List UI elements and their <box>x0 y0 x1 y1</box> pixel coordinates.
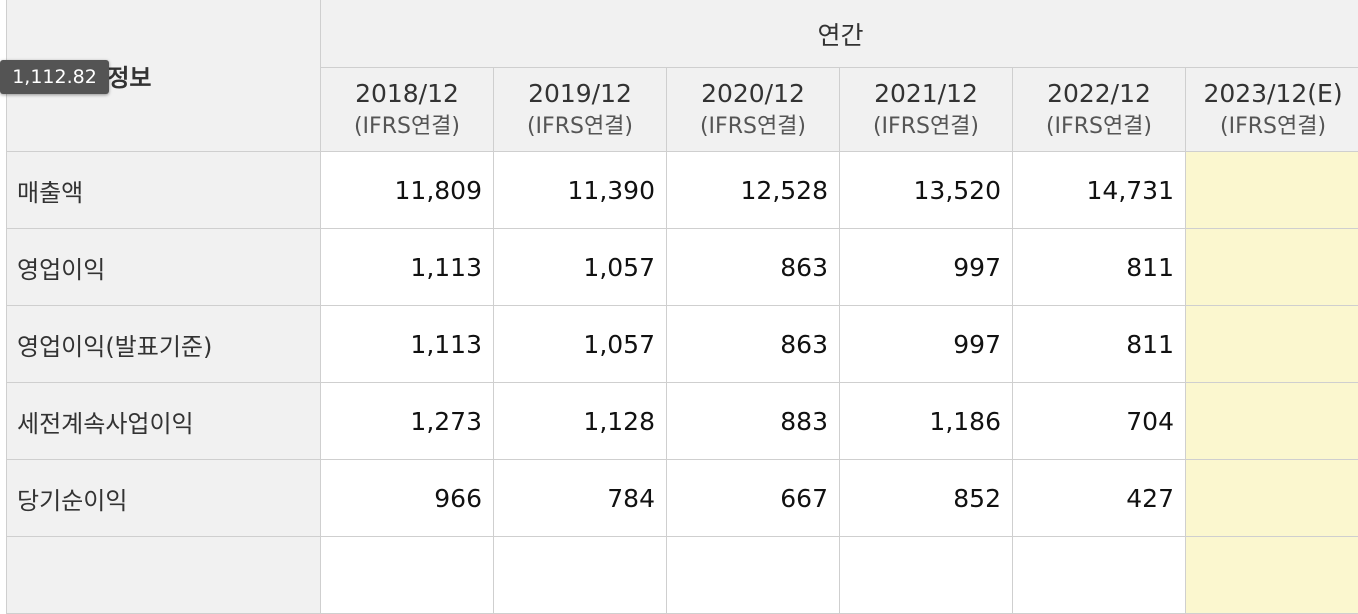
period-header: 2022/12(IFRS연결) <box>1013 68 1186 152</box>
table-row-partial <box>7 537 1358 614</box>
value-cell[interactable]: 12,528 <box>667 152 840 229</box>
estimate-cell <box>1186 537 1358 614</box>
value-cell[interactable]: 811 <box>1013 229 1186 306</box>
value-cell[interactable]: 427 <box>1013 460 1186 537</box>
estimate-cell <box>1186 152 1358 229</box>
table-row: 당기순이익 966 784 667 852 427 <box>7 460 1358 537</box>
value-cell[interactable]: 863 <box>667 229 840 306</box>
value-cell[interactable]: 1,113 <box>321 306 494 383</box>
estimate-cell <box>1186 229 1358 306</box>
financial-table: 주요재무정보 연간 2018/12(IFRS연결) 2019/12(IFRS연결… <box>6 0 1358 614</box>
value-cell[interactable]: 13,520 <box>840 152 1013 229</box>
value-tooltip: 1,112.82 <box>0 60 109 94</box>
period-header: 2020/12(IFRS연결) <box>667 68 840 152</box>
value-cell[interactable]: 811 <box>1013 306 1186 383</box>
estimate-cell <box>1186 306 1358 383</box>
period-header: 2018/12(IFRS연결) <box>321 68 494 152</box>
value-cell[interactable]: 1,128 <box>494 383 667 460</box>
estimate-cell <box>1186 383 1358 460</box>
annual-header: 연간 <box>321 0 1358 68</box>
value-cell[interactable]: 997 <box>840 306 1013 383</box>
value-cell[interactable]: 1,057 <box>494 229 667 306</box>
value-cell[interactable]: 997 <box>840 229 1013 306</box>
value-cell[interactable]: 852 <box>840 460 1013 537</box>
value-cell[interactable]: 14,731 <box>1013 152 1186 229</box>
table-row: 매출액 11,809 11,390 12,528 13,520 14,731 <box>7 152 1358 229</box>
row-label: 매출액 <box>7 152 321 229</box>
value-cell[interactable]: 883 <box>667 383 840 460</box>
value-cell <box>321 537 494 614</box>
value-cell[interactable]: 1,273 <box>321 383 494 460</box>
value-cell[interactable]: 966 <box>321 460 494 537</box>
row-label: 당기순이익 <box>7 460 321 537</box>
value-cell[interactable]: 667 <box>667 460 840 537</box>
period-header: 2021/12(IFRS연결) <box>840 68 1013 152</box>
value-cell <box>667 537 840 614</box>
period-header: 2019/12(IFRS연결) <box>494 68 667 152</box>
value-cell <box>494 537 667 614</box>
value-cell <box>1013 537 1186 614</box>
value-cell[interactable]: 11,390 <box>494 152 667 229</box>
row-label <box>7 537 321 614</box>
value-cell[interactable]: 863 <box>667 306 840 383</box>
value-cell[interactable]: 704 <box>1013 383 1186 460</box>
value-cell[interactable]: 784 <box>494 460 667 537</box>
row-label: 세전계속사업이익 <box>7 383 321 460</box>
value-cell[interactable]: 1,057 <box>494 306 667 383</box>
row-label: 영업이익 <box>7 229 321 306</box>
value-cell[interactable]: 11,809 <box>321 152 494 229</box>
value-cell <box>840 537 1013 614</box>
table-row: 영업이익(발표기준) 1,113 1,057 863 997 811 <box>7 306 1358 383</box>
estimate-cell <box>1186 460 1358 537</box>
table-row: 세전계속사업이익 1,273 1,128 883 1,186 704 <box>7 383 1358 460</box>
period-header-estimate: 2023/12(E)(IFRS연결) <box>1186 68 1358 152</box>
row-label: 영업이익(발표기준) <box>7 306 321 383</box>
table-row: 영업이익 1,113 1,057 863 997 811 <box>7 229 1358 306</box>
value-cell[interactable]: 1,113 <box>321 229 494 306</box>
value-cell[interactable]: 1,186 <box>840 383 1013 460</box>
